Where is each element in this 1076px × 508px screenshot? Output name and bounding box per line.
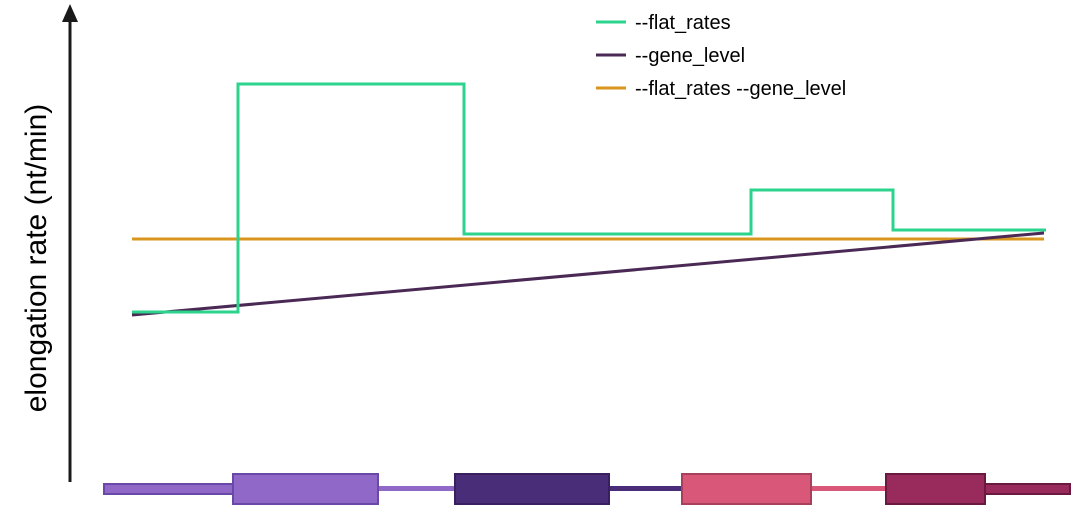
y-axis-label: elongation rate (nt/min) — [20, 104, 53, 413]
exon-1 — [232, 473, 379, 505]
intron-3 — [811, 486, 886, 491]
series-gene-level — [131, 231, 1045, 317]
legend-label-flat-rates: --flat_rates — [635, 12, 731, 34]
y-axis-arrow-icon — [62, 4, 78, 22]
exon-3 — [681, 473, 812, 505]
gene-model — [103, 473, 1071, 505]
utr-3-prime — [983, 483, 1071, 495]
utr-5-prime — [103, 483, 235, 495]
exon-2 — [454, 473, 610, 505]
legend: --flat_rates --gene_level --flat_rates -… — [596, 12, 846, 100]
legend-label-flat-rates-gene-level: --flat_rates --gene_level — [635, 78, 846, 100]
exon-4 — [885, 473, 986, 505]
intron-1 — [378, 486, 456, 491]
legend-label-gene-level: --gene_level — [635, 45, 745, 67]
intron-2 — [609, 486, 682, 491]
series-flat-rates — [132, 82, 1046, 314]
